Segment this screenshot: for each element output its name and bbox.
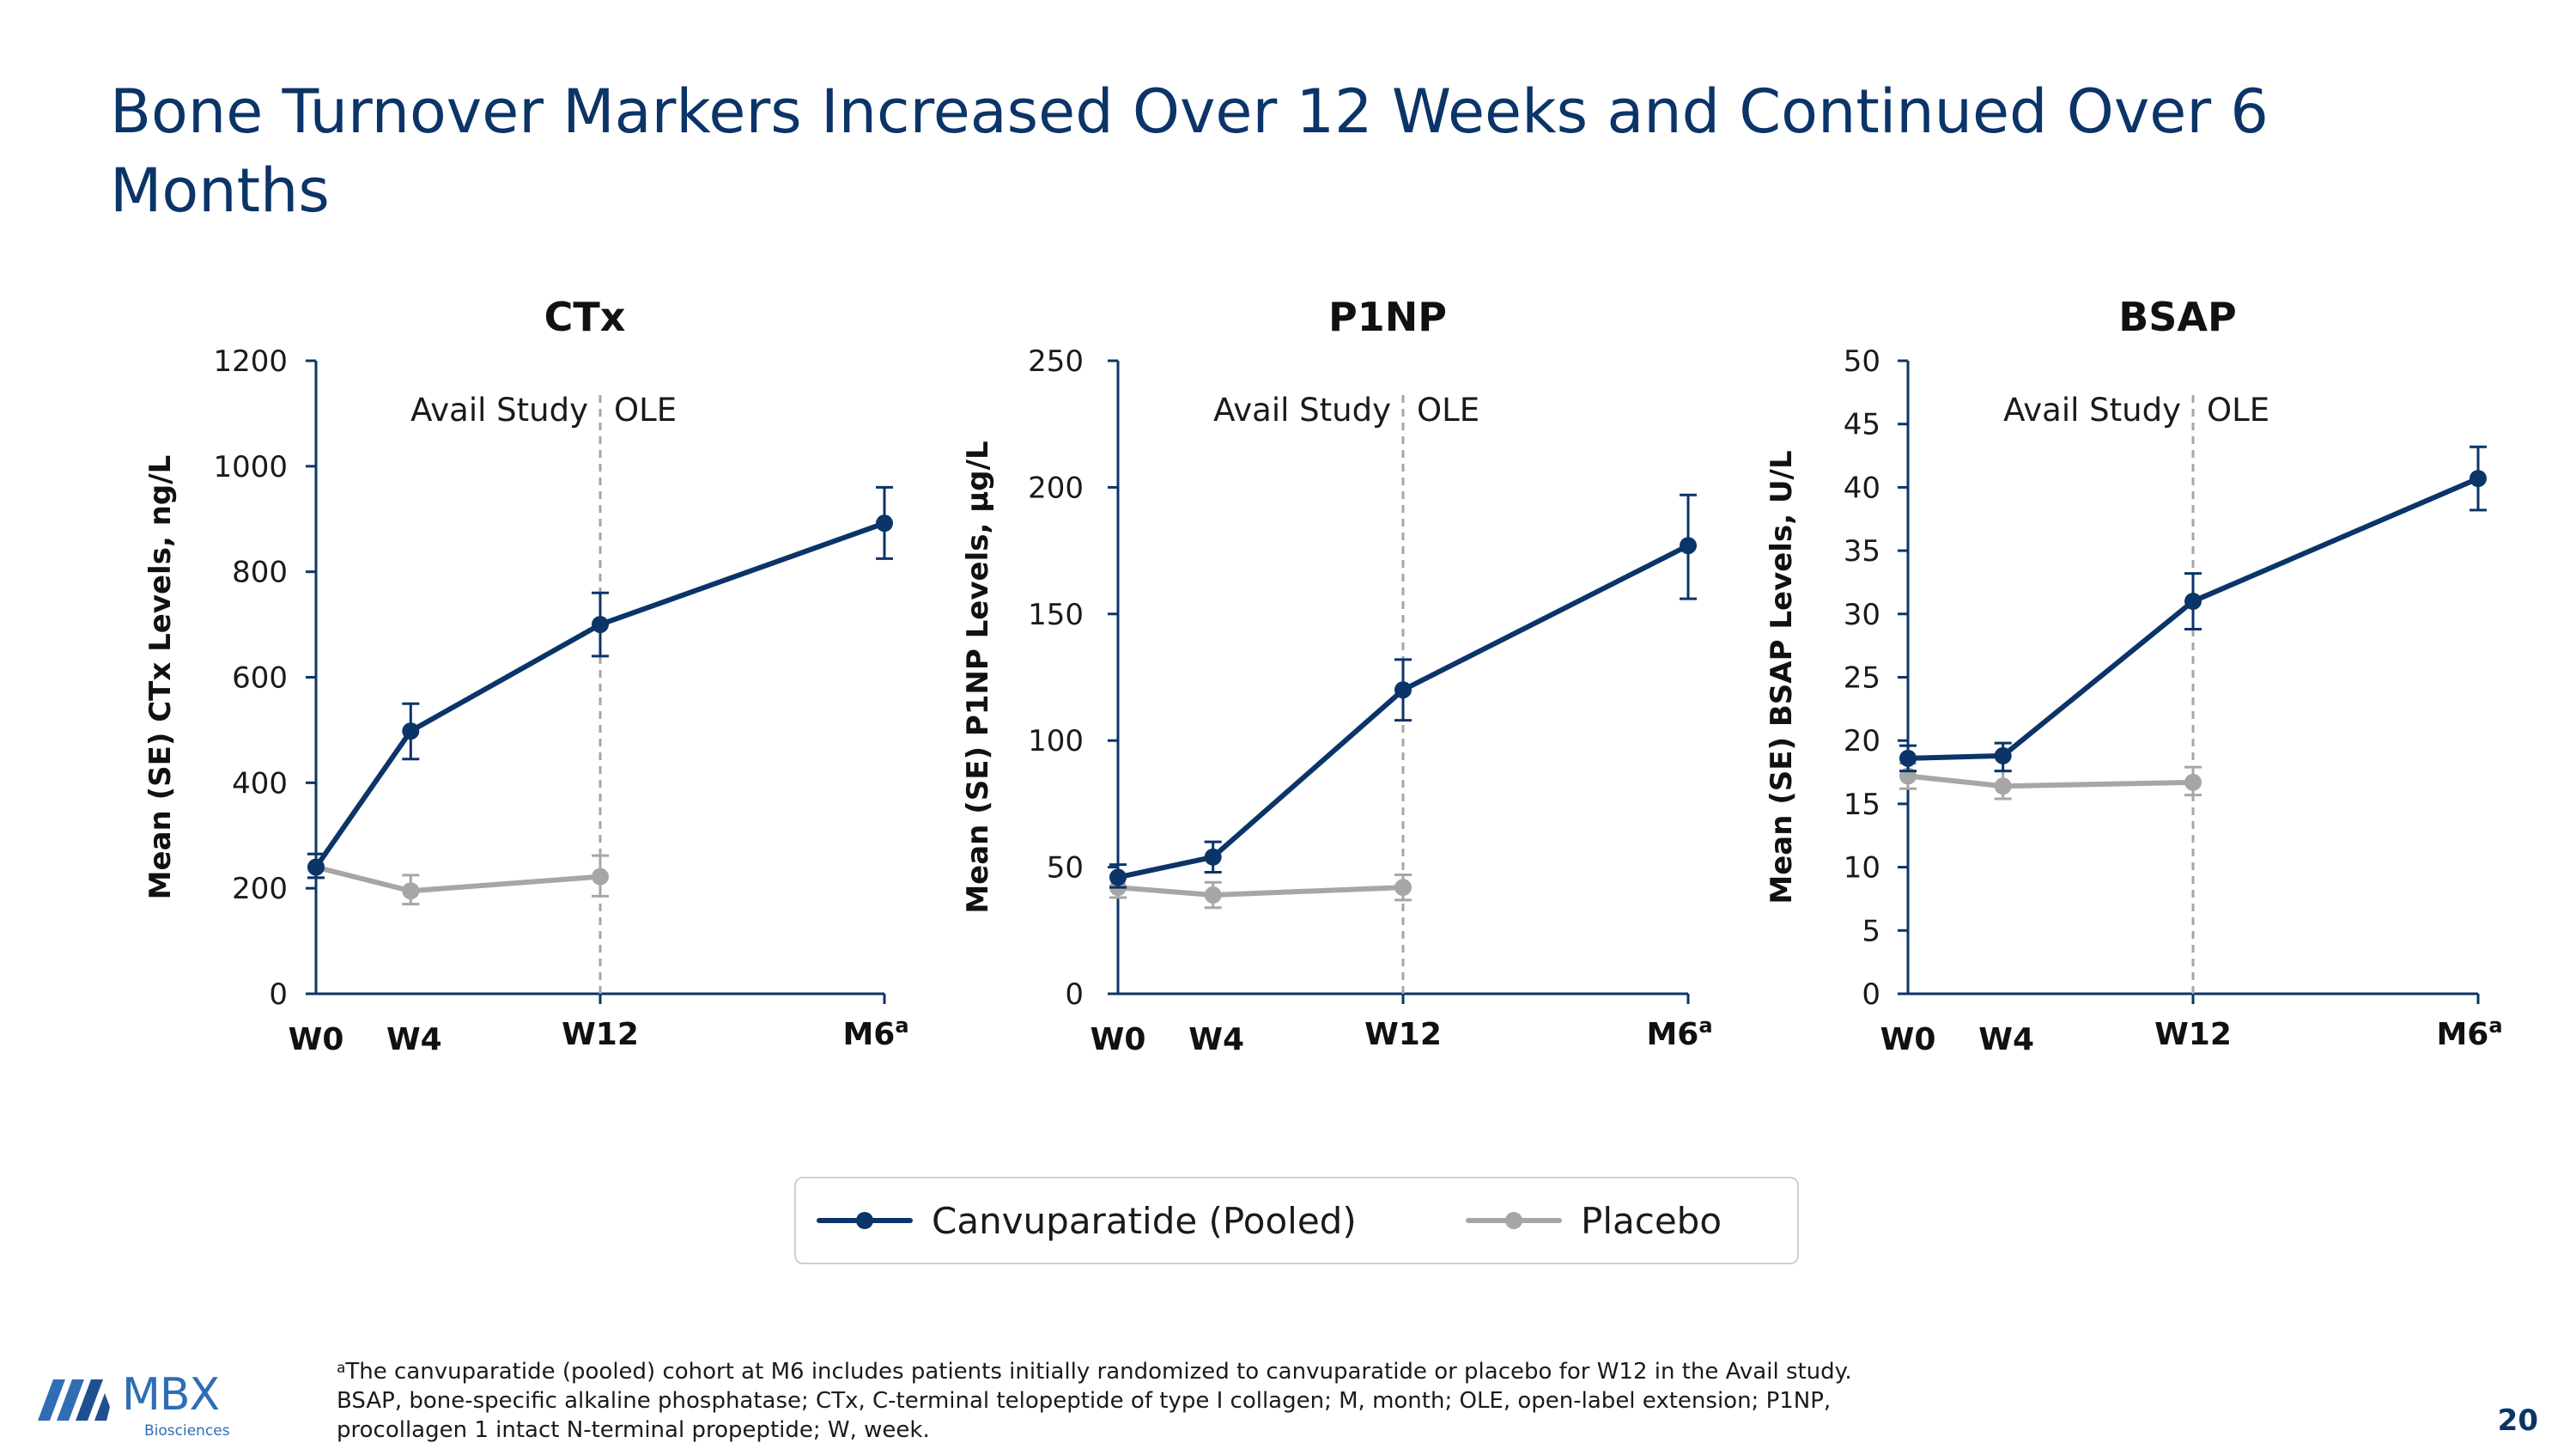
bsap-x-tick-label: W0 [1880, 1022, 1936, 1057]
p1np-ole-label: OLE [1417, 392, 1479, 429]
page-number: 20 [2497, 1403, 2538, 1438]
ctx-x-tick-label: W0 [289, 1022, 344, 1057]
bsap-y-tick-label: 0 [1862, 977, 1880, 1012]
p1np-placebo-point [1394, 879, 1412, 897]
page-title: Bone Turnover Markers Increased Over 12 … [110, 76, 2269, 226]
bsap-y-tick-label: 15 [1844, 788, 1880, 822]
bsap-y-tick-label: 25 [1844, 661, 1880, 696]
p1np-placebo-line [1115, 885, 1406, 898]
bsap-canvuparatide-point [2184, 593, 2202, 611]
bsap-y-tick-label: 5 [1862, 914, 1880, 948]
logo-subtext: Biosciences [144, 1422, 230, 1440]
ctx-avail-study-label: Avail Study [410, 392, 588, 429]
ctx-canvuparatide-point [876, 514, 893, 533]
p1np-x-tick-label: W4 [1188, 1022, 1244, 1057]
ctx-y-tick-label: 1200 [213, 344, 288, 379]
p1np-chart-title: P1NP [1328, 294, 1447, 340]
bsap-canvuparatide-line [1905, 476, 2481, 761]
p1np-y-tick-label: 0 [1065, 977, 1084, 1012]
p1np-canvuparatide-line [1115, 543, 1691, 880]
bsap-chart-title: BSAP [2118, 294, 2237, 340]
footnote-line-3: procollagen 1 intact N-terminal propepti… [337, 1417, 930, 1443]
footnote-line-1: aThe canvuparatide (pooled) cohort at M6… [337, 1359, 1852, 1385]
footnote-line-2: BSAP, bone-specific alkaline phosphatase… [337, 1388, 1832, 1414]
p1np-y-tick-label: 100 [1028, 724, 1084, 758]
ctx-y-tick-label: 200 [232, 872, 288, 906]
bsap-y-tick-label: 40 [1844, 471, 1880, 505]
p1np-canvuparatide-point [1109, 868, 1127, 886]
legend-swatch-placebo [1466, 1203, 1562, 1238]
bsap-y-tick-label: 35 [1844, 534, 1880, 569]
ctx-chart-title: CTx [544, 294, 626, 340]
bsap-x-tick-label: W12 [2154, 1017, 2232, 1052]
p1np-canvuparatide-point [1204, 848, 1222, 866]
logo-mark-icon [38, 1379, 110, 1421]
ctx-y-tick-label: 0 [269, 977, 288, 1012]
ctx-x-tick-label: M6a [842, 1014, 908, 1052]
bsap-x-tick-label: W4 [1978, 1022, 2034, 1057]
bsap-ole-label: OLE [2207, 392, 2269, 429]
p1np-y-tick-label: 150 [1028, 598, 1084, 632]
bsap-placebo-line [1905, 773, 2196, 789]
p1np-placebo-point [1204, 886, 1222, 904]
bsap-y-tick-label: 50 [1844, 344, 1880, 379]
ctx-y-axis-label: Mean (SE) CTx Levels, ng/L [143, 455, 178, 900]
legend: Canvuparatide (Pooled) Placebo [794, 1177, 1799, 1264]
bsap-y-tick-label: 45 [1844, 408, 1880, 442]
ctx-y-tick-label: 800 [232, 556, 288, 590]
bsap-x-tick-superscript: a [2488, 1014, 2502, 1038]
p1np-x-tick-label: W0 [1091, 1022, 1146, 1057]
ctx-y-tick-label: 1000 [213, 450, 288, 484]
ctx-canvuparatide-point [307, 858, 325, 876]
ctx-x-tick-label: W12 [562, 1017, 639, 1052]
footnote: aThe canvuparatide (pooled) cohort at M6… [337, 1354, 2269, 1445]
ctx-placebo-line [313, 864, 603, 894]
p1np-y-tick-label: 50 [1047, 851, 1084, 886]
bsap-canvuparatide-point [2470, 470, 2487, 488]
bsap-y-tick-label: 30 [1844, 598, 1880, 632]
legend-item-canvuparatide: Canvuparatide (Pooled) [817, 1178, 1357, 1263]
legend-label-canvuparatide: Canvuparatide (Pooled) [932, 1199, 1357, 1242]
p1np-canvuparatide-point [1680, 537, 1697, 555]
p1np-x-tick-label: W12 [1364, 1017, 1442, 1052]
ctx-placebo-point [402, 882, 420, 900]
p1np-canvuparatide-point [1394, 681, 1412, 699]
ctx-canvuparatide-point [592, 616, 609, 634]
logo-text: MBX [122, 1369, 220, 1421]
mbx-logo: MBX Biosciences [38, 1369, 252, 1443]
bsap-avail-study-label: Avail Study [2003, 392, 2181, 429]
bsap-y-axis-label: Mean (SE) BSAP Levels, U/L [1765, 450, 1799, 904]
p1np-avail-study-label: Avail Study [1213, 392, 1391, 429]
ctx-y-tick-label: 600 [232, 661, 288, 696]
legend-swatch-canvuparatide [817, 1203, 913, 1238]
footnote-superscript: a [337, 1360, 346, 1377]
bsap-placebo-point [2184, 773, 2202, 791]
ctx-placebo-point [592, 868, 609, 886]
ctx-x-tick-label: W4 [386, 1022, 442, 1057]
bsap-y-tick-label: 10 [1844, 851, 1880, 886]
bsap-canvuparatide-point [1899, 749, 1917, 767]
p1np-x-tick-label: M6a [1646, 1014, 1712, 1052]
ctx-ole-label: OLE [614, 392, 677, 429]
ctx-canvuparatide-point [402, 722, 420, 740]
p1np-y-tick-label: 200 [1028, 471, 1084, 505]
legend-item-placebo: Placebo [1466, 1178, 1722, 1263]
ctx-canvuparatide-line [313, 521, 887, 870]
bsap-canvuparatide-point [1994, 746, 2012, 764]
p1np-y-axis-label: Mean (SE) P1NP Levels, µg/L [961, 441, 995, 913]
p1np-x-tick-superscript: a [1698, 1014, 1712, 1038]
bsap-placebo-point [1994, 777, 2012, 795]
ctx-y-tick-label: 400 [232, 766, 288, 801]
bsap-y-tick-label: 20 [1844, 724, 1880, 758]
bsap-x-tick-label: M6a [2436, 1014, 2502, 1052]
legend-label-placebo: Placebo [1581, 1199, 1722, 1242]
p1np-y-tick-label: 250 [1028, 344, 1084, 379]
ctx-x-tick-superscript: a [895, 1014, 908, 1038]
